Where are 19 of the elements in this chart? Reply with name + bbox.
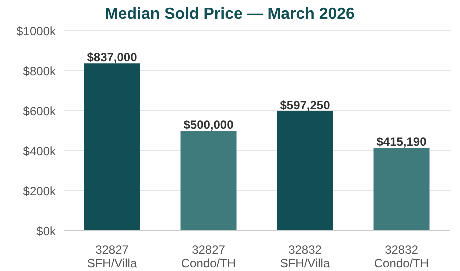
- data-label: $415,190: [376, 134, 428, 149]
- bar: [374, 148, 430, 231]
- bar: [277, 112, 334, 231]
- y-tick-label: $400k: [23, 144, 57, 158]
- bar: [84, 64, 140, 231]
- data-label: $837,000: [87, 50, 138, 65]
- y-tick-label: $600k: [23, 104, 57, 118]
- y-tick-label: $0k: [36, 224, 57, 238]
- x-tick-label: 32827 SFH/Villa: [87, 242, 138, 271]
- y-tick-label: $1000k: [16, 24, 57, 38]
- y-tick-label: $200k: [23, 184, 57, 198]
- x-tick-label: 32832 SFH/Villa: [280, 242, 330, 271]
- data-label: $500,000: [184, 118, 234, 132]
- x-tick-label: 32832 Condo/TH: [374, 242, 430, 271]
- data-label: $597,250: [280, 98, 331, 113]
- chart-title: Median Sold Price — March 2026: [104, 6, 356, 24]
- x-tick-label: 32827 Condo/TH: [181, 242, 236, 271]
- y-tick-label: $800k: [23, 64, 57, 78]
- bar: [180, 131, 237, 231]
